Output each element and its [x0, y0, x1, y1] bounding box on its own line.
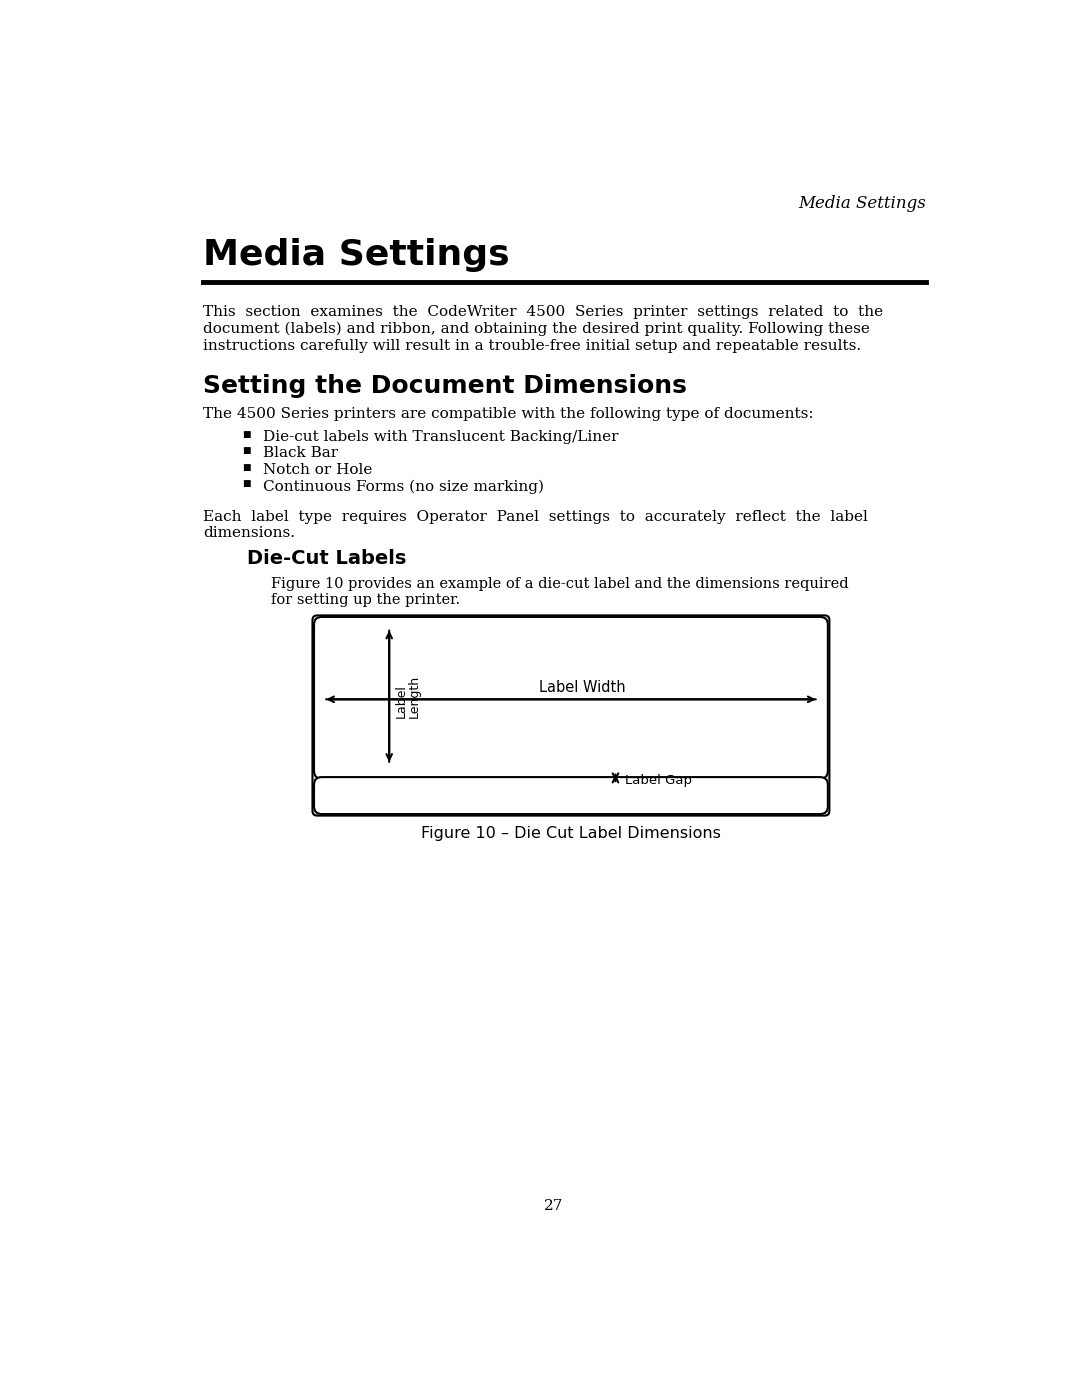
Text: Media Settings: Media Settings — [798, 194, 926, 211]
Text: This  section  examines  the  CodeWriter  4500  Series  printer  settings  relat: This section examines the CodeWriter 450… — [203, 306, 883, 320]
Text: Label Width: Label Width — [539, 680, 626, 696]
FancyBboxPatch shape — [314, 617, 828, 778]
Text: Notch or Hole: Notch or Hole — [262, 462, 373, 476]
Text: ■: ■ — [242, 447, 251, 455]
Text: ■: ■ — [242, 430, 251, 439]
Text: Figure 10 – Die Cut Label Dimensions: Figure 10 – Die Cut Label Dimensions — [421, 827, 720, 841]
FancyBboxPatch shape — [312, 616, 829, 816]
Text: Figure 10 provides an example of a die-cut label and the dimensions required: Figure 10 provides an example of a die-c… — [271, 577, 848, 591]
Text: Each  label  type  requires  Operator  Panel  settings  to  accurately  reflect : Each label type requires Operator Panel … — [203, 510, 868, 524]
Text: document (labels) and ribbon, and obtaining the desired print quality. Following: document (labels) and ribbon, and obtain… — [203, 323, 870, 337]
Text: ■: ■ — [242, 479, 251, 489]
Text: Continuous Forms (no size marking): Continuous Forms (no size marking) — [262, 479, 544, 495]
Text: The 4500 Series printers are compatible with the following type of documents:: The 4500 Series printers are compatible … — [203, 407, 814, 420]
Text: Die-Cut Labels: Die-Cut Labels — [247, 549, 407, 569]
Text: Black Bar: Black Bar — [262, 447, 338, 461]
Text: Label
Length: Label Length — [394, 675, 420, 718]
Text: Setting the Document Dimensions: Setting the Document Dimensions — [203, 374, 687, 398]
Text: Die-cut labels with Translucent Backing/Liner: Die-cut labels with Translucent Backing/… — [262, 430, 619, 444]
Text: dimensions.: dimensions. — [203, 527, 295, 541]
Text: 27: 27 — [544, 1199, 563, 1213]
FancyBboxPatch shape — [314, 777, 828, 814]
Text: ■: ■ — [242, 462, 251, 472]
Text: for setting up the printer.: for setting up the printer. — [271, 592, 460, 606]
Text: Label Gap: Label Gap — [625, 774, 692, 787]
Text: instructions carefully will result in a trouble-free initial setup and repeatabl: instructions carefully will result in a … — [203, 338, 862, 352]
Text: Media Settings: Media Settings — [203, 239, 510, 272]
